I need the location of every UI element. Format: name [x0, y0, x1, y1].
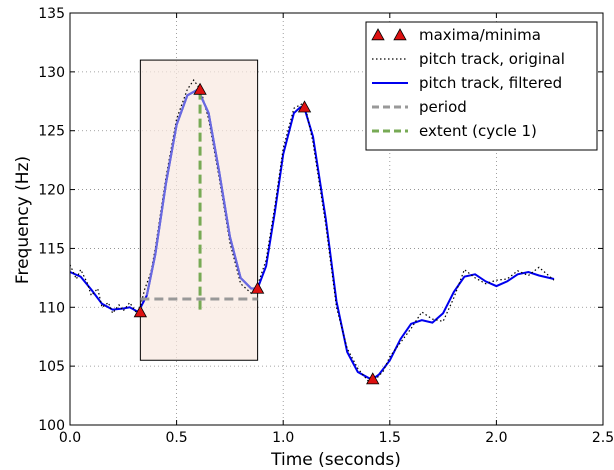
extremum-marker: [133, 305, 148, 318]
y-tick-label: 120: [38, 183, 65, 199]
legend-item-period: period: [372, 98, 467, 116]
legend-item-filtered: pitch track, filtered: [372, 74, 562, 92]
y-tick-label: 100: [38, 418, 65, 434]
axis-ticks: 0.0 0.5 1.0 1.5 2.0 2.5 100 105 110 115 120 125 130 1…: [38, 6, 614, 446]
legend-box: [365, 21, 598, 151]
x-tick-label: 2.5: [592, 430, 614, 446]
x-axis-label: Time (seconds): [270, 450, 401, 470]
series-original-line: [69, 79, 555, 383]
x-tick-label: 0.5: [165, 430, 187, 446]
legend-item-original: pitch track, original: [372, 50, 565, 68]
x-tick-label: 1.0: [272, 430, 294, 446]
legend-label: maxima/minima: [419, 26, 541, 44]
y-tick-label: 105: [38, 359, 65, 375]
legend-swatch-extrema: [371, 28, 385, 41]
legend-label: pitch track, filtered: [419, 74, 562, 92]
extremum-marker: [366, 372, 380, 385]
extremum-marker: [297, 100, 312, 113]
extremum-marker: [250, 281, 265, 294]
legend-item-extrema: maxima/minima: [371, 26, 541, 44]
legend-label: extent (cycle 1): [419, 122, 537, 140]
x-tick-label: 0.0: [59, 430, 81, 446]
legend-label: period: [419, 98, 467, 116]
legend-item-extent: extent (cycle 1): [372, 122, 537, 140]
extrema-markers: [133, 82, 380, 385]
y-axis-label: Frequency (Hz): [13, 156, 33, 284]
extremum-marker: [193, 82, 207, 95]
plot-frame: [69, 12, 604, 426]
series-filtered-cycle-highlight: [145, 87, 258, 296]
x-tick-label: 1.5: [379, 430, 401, 446]
y-tick-label: 110: [38, 300, 65, 316]
x-tick-label: 2.0: [485, 430, 507, 446]
legend-swatch-extrema: [393, 28, 407, 41]
legend: maxima/minima pitch track, original pitch …: [365, 21, 598, 151]
y-tick-label: 125: [38, 124, 65, 140]
y-tick-label: 130: [38, 65, 65, 81]
legend-label: pitch track, original: [419, 50, 565, 68]
y-tick-label: 115: [38, 241, 65, 257]
y-tick-label: 135: [38, 6, 65, 22]
